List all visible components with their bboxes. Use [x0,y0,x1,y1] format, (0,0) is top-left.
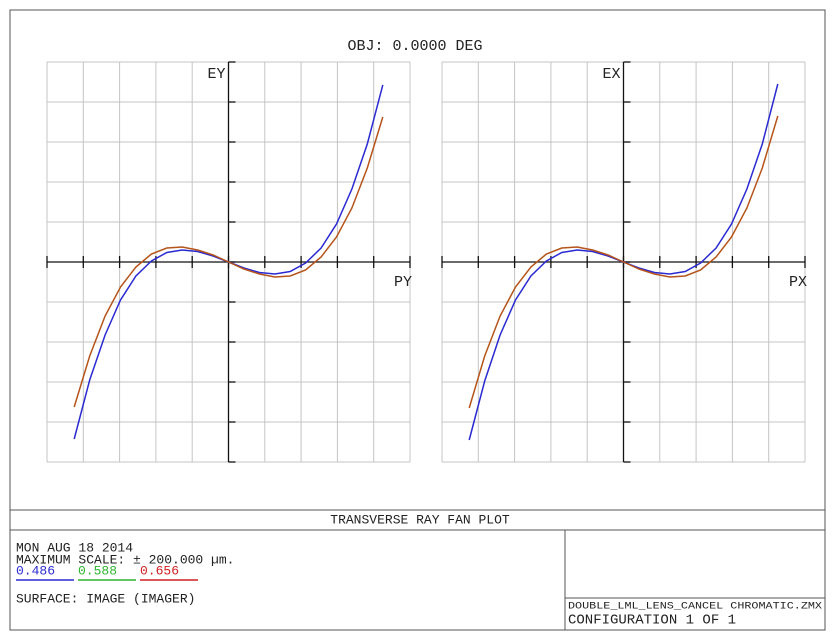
y-axis-label: EX [602,66,620,83]
caption: TRANSVERSE RAY FAN PLOT [330,512,510,527]
x-axis-label: PX [789,274,807,291]
date: MON AUG 18 2014 [16,540,133,555]
file-name: DOUBLE_LML_LENS_CANCEL CHROMATIC.ZMX [568,602,822,613]
wavelength: 0.486 [16,563,55,578]
configuration: CONFIGURATION 1 OF 1 [568,613,736,629]
frame [9,9,826,631]
surface: SURFACE: IMAGE (IMAGER) [16,591,195,606]
chart-title: OBJ: 0.0000 DEG [347,38,482,55]
series-line [468,115,779,409]
series-line [73,116,384,408]
wavelength: 0.588 [78,563,117,578]
scale: MAXIMUM SCALE: ± 200.000 µm. [16,552,234,567]
wavelength: 0.656 [140,563,179,578]
x-axis-label: PY [394,274,412,291]
y-axis-label: EY [207,66,225,83]
